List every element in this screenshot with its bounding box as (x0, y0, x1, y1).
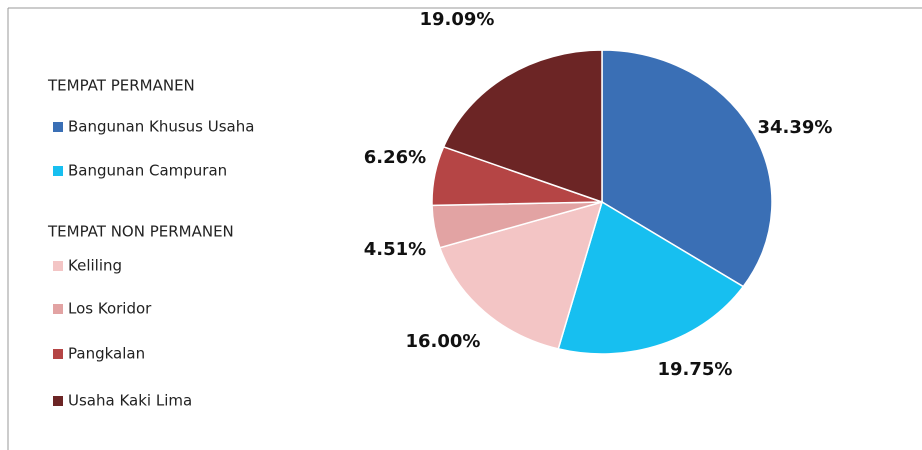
legend-heading: TEMPAT NON PERMANEN (47, 223, 234, 241)
pie-slice (442, 49, 603, 204)
legend-swatch (53, 396, 63, 406)
legend-swatch (53, 261, 63, 271)
value-label: 19.75% (658, 359, 733, 380)
value-label: 16.00% (406, 331, 481, 352)
legend-label: Bangunan Khusus Usaha (68, 118, 254, 136)
legend-swatch (53, 166, 63, 176)
legend-label: Bangunan Campuran (68, 162, 227, 180)
legend-label: Los Koridor (68, 300, 152, 318)
legend-label: Usaha Kaki Lima (68, 392, 192, 410)
value-label: 34.39% (758, 117, 833, 138)
legend-swatch (53, 304, 63, 314)
legend-swatch (53, 122, 63, 132)
legend-swatch (53, 349, 63, 359)
legend-heading: TEMPAT PERMANEN (47, 77, 195, 95)
value-label: 19.09% (420, 9, 495, 30)
pie-slice (557, 200, 745, 355)
pie-slice (438, 200, 604, 350)
value-label: 4.51% (364, 239, 426, 260)
legend-label: Keliling (68, 257, 122, 275)
legend-label: Pangkalan (68, 345, 145, 363)
value-label: 6.26% (364, 147, 426, 168)
